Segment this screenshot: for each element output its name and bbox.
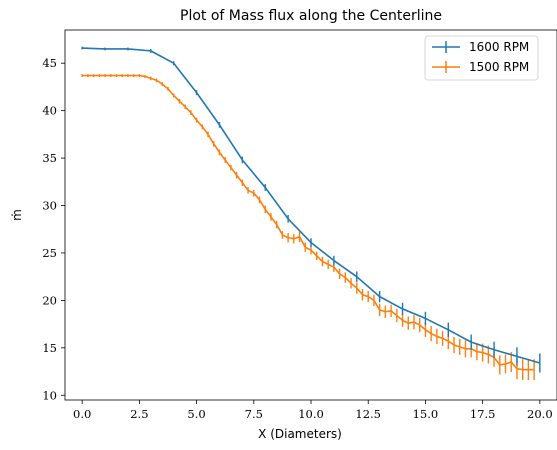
y-tick-label: 25 bbox=[42, 246, 57, 260]
x-tick-label: 10.0 bbox=[298, 407, 324, 421]
x-axis: 0.0 2.5 5.0 7.5 10.0 12.5 15.0 17.5 20.0 bbox=[73, 400, 553, 421]
x-tick-label: 7.5 bbox=[245, 407, 263, 421]
legend-label-1500: 1500 RPM bbox=[469, 60, 529, 74]
y-tick-label: 35 bbox=[42, 151, 57, 165]
series-line bbox=[82, 74, 535, 371]
x-tick-label: 20.0 bbox=[527, 407, 553, 421]
y-tick-label: 40 bbox=[42, 104, 57, 118]
x-tick-label: 2.5 bbox=[130, 407, 148, 421]
series-line bbox=[82, 47, 541, 364]
x-axis-label: X (Diameters) bbox=[258, 427, 342, 441]
x-tick-label: 15.0 bbox=[413, 407, 439, 421]
y-tick-label: 30 bbox=[42, 199, 57, 213]
legend-item-1500: 1500 RPM bbox=[432, 60, 529, 74]
series-1500-rpm bbox=[81, 74, 535, 381]
y-axis-label: ṁ bbox=[10, 209, 24, 221]
legend-label-1600: 1600 RPM bbox=[469, 40, 529, 54]
y-tick-label: 45 bbox=[42, 56, 57, 70]
y-tick-label: 15 bbox=[42, 341, 57, 355]
x-tick-label: 12.5 bbox=[355, 407, 381, 421]
series-1600-rpm bbox=[81, 46, 541, 373]
x-tick-label: 17.5 bbox=[470, 407, 496, 421]
chart-title: Plot of Mass flux along the Centerline bbox=[180, 8, 442, 24]
y-axis: 10 15 20 25 30 35 40 45 bbox=[42, 56, 65, 402]
x-tick-label: 5.0 bbox=[187, 407, 205, 421]
y-tick-label: 10 bbox=[42, 388, 57, 402]
x-tick-label: 0.0 bbox=[73, 407, 91, 421]
series-layer bbox=[81, 46, 541, 381]
y-tick-label: 20 bbox=[42, 293, 57, 307]
legend-item-1600: 1600 RPM bbox=[432, 40, 529, 54]
legend: 1600 RPM 1500 RPM bbox=[424, 35, 539, 81]
